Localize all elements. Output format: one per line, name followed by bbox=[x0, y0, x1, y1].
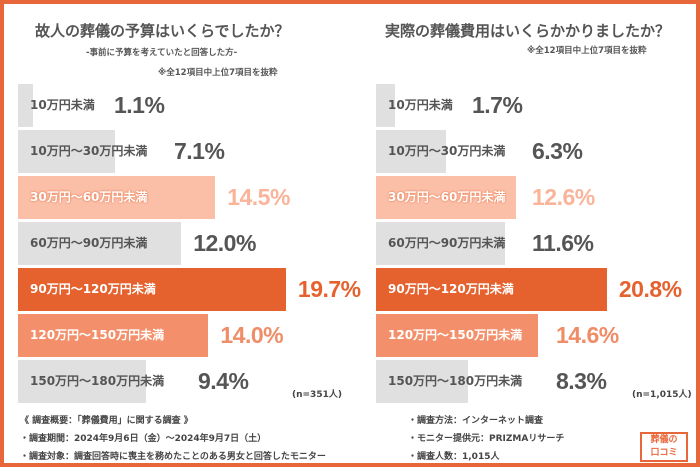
bar-label: 30万円～60万円未満 bbox=[388, 190, 506, 204]
value-label: 14.0% bbox=[220, 322, 284, 348]
logo-line2: 口コミ bbox=[650, 448, 678, 458]
bar-label: 90万円～120万円未満 bbox=[388, 282, 514, 296]
logo-line1: 葬儀の bbox=[650, 435, 678, 445]
bar bbox=[376, 84, 395, 127]
bar bbox=[18, 176, 216, 219]
value-label: 9.4% bbox=[198, 368, 249, 394]
bar bbox=[18, 222, 182, 265]
value-label: 1.1% bbox=[114, 92, 165, 118]
right-chart-note: ※全12項目中上位7項目を抜粋 bbox=[527, 46, 647, 56]
value-label: 14.5% bbox=[227, 184, 290, 210]
value-label: 12.6% bbox=[532, 184, 595, 210]
footer-period: ・調査期間：2024年9月6日（金）～2024年9月7日（土） bbox=[20, 434, 267, 444]
bar-label: 10万円～30万円未満 bbox=[388, 144, 506, 158]
value-label: 6.3% bbox=[532, 138, 583, 164]
bar-label: 60万円～90万円未満 bbox=[388, 236, 506, 250]
bar-label: 120万円～150万円未満 bbox=[30, 328, 165, 342]
left-chart-subtitle: -事前に予算を考えていたと回答した方- bbox=[86, 48, 238, 58]
footer-provider: ・モニター提供元：PRIZMAリサーチ bbox=[408, 434, 565, 444]
bar bbox=[18, 268, 286, 311]
value-label: 8.3% bbox=[556, 368, 607, 394]
bar bbox=[376, 360, 469, 403]
value-label: 14.6% bbox=[556, 322, 619, 348]
bar-label: 90万円～120万円未満 bbox=[30, 282, 156, 296]
bar bbox=[18, 360, 146, 403]
value-label: 11.6% bbox=[532, 230, 594, 256]
footer-count: ・調査人数：1,015人 bbox=[408, 452, 500, 462]
value-label: 19.7% bbox=[297, 276, 361, 302]
sougi-kuchikomi-logo: 葬儀の 口コミ bbox=[640, 432, 688, 462]
bar-label: 60万円～90万円未満 bbox=[30, 236, 148, 250]
bar bbox=[18, 84, 33, 127]
footer-target: ・調査対象：調査回答時に喪主を務めたことのある男女と回答したモニター bbox=[20, 452, 326, 462]
left-chart-title: 故人の葬儀の予算はいくらでしたか？ bbox=[35, 22, 290, 40]
bar bbox=[376, 314, 539, 357]
bar-label: 10万円未満 bbox=[30, 98, 95, 112]
right-chart-title: 実際の葬儀費用はいくらかかりましたか？ bbox=[385, 22, 671, 40]
right-sample-size: (n=1,015人) bbox=[632, 390, 692, 400]
footer-overview: 《 調査概要：「葬儀費用」に関する調査 》 bbox=[20, 416, 193, 426]
bar-label: 150万円～180万円未満 bbox=[388, 374, 523, 388]
bar-label: 10万円～30万円未満 bbox=[30, 144, 148, 158]
bar bbox=[376, 130, 446, 173]
bar-label: 10万円未満 bbox=[388, 98, 453, 112]
left-chart-note: ※全12項目中上位7項目を抜粋 bbox=[158, 68, 278, 78]
bar-label: 30万円～60万円未満 bbox=[30, 190, 148, 204]
footer-method: ・調査方法：インターネット調査 bbox=[408, 416, 544, 426]
bar bbox=[18, 130, 115, 173]
bar bbox=[376, 222, 505, 265]
left-sample-size: (n=351人) bbox=[292, 390, 342, 400]
value-label: 12.0% bbox=[193, 230, 256, 256]
bar-label: 150万円～180万円未満 bbox=[30, 374, 165, 388]
bar-label: 120万円～150万円未満 bbox=[388, 328, 523, 342]
value-label: 20.8% bbox=[618, 276, 682, 302]
value-label: 1.7% bbox=[472, 92, 523, 118]
bar bbox=[376, 268, 607, 311]
value-label: 7.1% bbox=[174, 138, 225, 164]
bar bbox=[376, 176, 516, 219]
bar bbox=[18, 314, 209, 357]
